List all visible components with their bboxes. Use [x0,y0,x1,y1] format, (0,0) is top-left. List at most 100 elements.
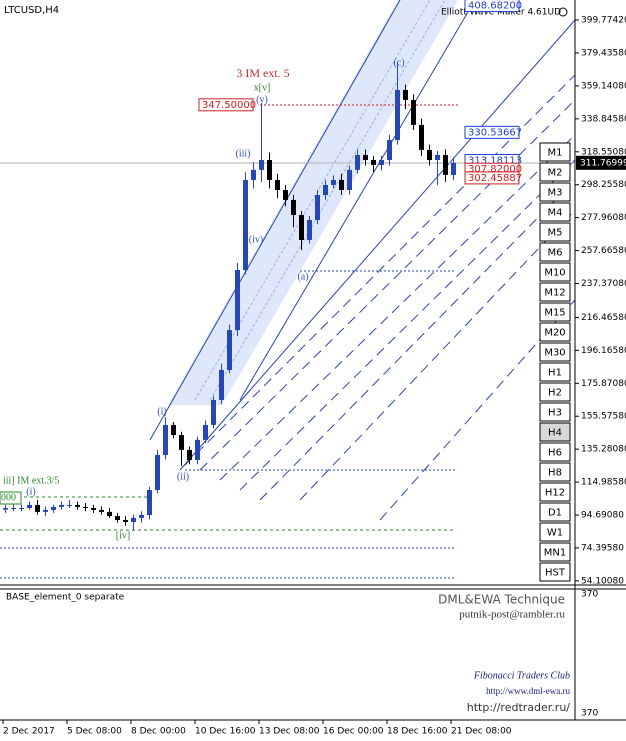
wave-label: (v) [256,94,268,105]
x-tick-label: 2 Dec 2017 [3,727,55,737]
level-tag-box [0,491,22,505]
candle-body [131,517,136,522]
candle-body [219,369,224,400]
price-label-box [464,125,520,139]
timeframe-button[interactable] [539,362,571,382]
candle-body [395,89,400,141]
timeframe-button[interactable] [539,262,571,282]
x-tick-label: 8 Dec 00:00 [131,727,186,737]
wave-label: (a) [297,271,308,282]
y-tick-label: 74.39580 [581,543,624,553]
candle-body [275,179,280,191]
timeframe-button[interactable] [539,302,571,322]
candle-body [435,154,440,160]
timeframe-label[interactable]: H2 [548,388,562,399]
y-tick-label: 237.37080 [581,279,626,289]
price-label: 408.68200 [468,1,522,12]
y-tick-label: 54.10080 [581,576,624,586]
timeframe-label[interactable]: M4 [548,208,563,219]
timeframe-label[interactable]: M30 [544,348,565,359]
timeframe-button[interactable] [539,422,571,442]
timeframe-label[interactable]: W1 [547,528,563,539]
candle-body [363,154,368,160]
timeframe-label[interactable]: H8 [548,468,562,479]
candle-body [27,504,32,509]
candle-body [147,490,152,516]
timeframe-button[interactable] [539,162,571,182]
wave-label: (i) [157,406,166,417]
timeframe-label[interactable]: HST [545,568,566,579]
timeframe-button[interactable] [539,282,571,302]
candle-body [315,195,320,221]
wave-label: [iv] [116,530,130,541]
last-price-label: 311.76999 [580,158,626,168]
y-tick-label: 277.96080 [581,213,626,223]
candle-body [299,214,304,240]
candle-body [107,511,112,516]
timeframe-label[interactable]: M2 [548,168,563,179]
timeframe-button[interactable] [539,562,571,582]
candle-body [211,399,216,425]
candle-body [91,508,96,510]
timeframe-button[interactable] [539,142,571,162]
timeframe-label[interactable]: M10 [544,268,565,279]
timeframe-button[interactable] [539,182,571,202]
candle-body [171,424,176,436]
candle-body [411,99,416,125]
indicator-name: Elliott Wave Maker 4.61UD [441,8,561,18]
price-label: 313.18113 [468,156,522,167]
price-label: 307.82000 [468,164,522,175]
timeframe-button[interactable] [539,242,571,262]
timeframe-button[interactable] [539,322,571,342]
timeframe-button[interactable] [539,222,571,242]
timeframe-label[interactable]: M15 [544,308,565,319]
timeframe-label[interactable]: M12 [544,288,565,299]
candle-body [235,269,240,331]
candle-body [419,124,424,150]
timeframe-label[interactable]: M20 [544,328,565,339]
candle-body [331,179,336,185]
candle-body [11,508,16,510]
timeframe-button[interactable] [539,382,571,402]
timeframe-label[interactable]: M1 [548,148,563,159]
timeframe-label[interactable]: M3 [548,188,563,199]
timeframe-label[interactable]: MN1 [544,548,566,559]
wave-label: (c) [393,57,404,68]
candle-body [339,179,344,191]
timeframe-button[interactable] [539,342,571,362]
timeframe-button[interactable] [539,542,571,562]
timeframe-button[interactable] [539,502,571,522]
timeframe-button[interactable] [539,462,571,482]
timeframe-button[interactable] [539,402,571,422]
timeframe-label[interactable]: H4 [548,428,562,439]
candle-body [115,515,120,521]
timeframe-label[interactable]: M6 [548,248,563,259]
price-label-box [198,98,254,112]
fan-lines [184,74,576,521]
y-tick-label: 175.87080 [581,379,626,389]
timeframe-label[interactable]: H6 [548,448,562,459]
wave-label: (iv) [249,234,263,245]
x-tick-label: 18 Dec 16:00 [387,727,448,737]
timeframe-button[interactable] [539,202,571,222]
timeframe-button[interactable] [539,522,571,542]
timeframe-label[interactable]: H12 [545,488,565,499]
candle-body [187,449,192,460]
candle-body [155,454,160,491]
candle-body [123,520,128,522]
x-tick-label: 21 Dec 08:00 [451,727,512,737]
candle-body [451,162,456,175]
timeframe-button[interactable] [539,482,571,502]
timeframe-label[interactable]: M5 [548,228,563,239]
timeframe-label[interactable]: D1 [548,508,562,519]
timeframe-label[interactable]: H1 [548,368,562,379]
timeframe-button[interactable] [539,442,571,462]
wave-label: (ii) [177,471,189,482]
timeframe-label[interactable]: H3 [548,408,562,419]
candle-body [291,199,296,215]
candle-body [3,508,8,510]
x-tick-label: 13 Dec 08:00 [259,727,320,737]
candle-body [347,169,352,191]
chart-title: LTCUSD,H4 [4,5,59,16]
